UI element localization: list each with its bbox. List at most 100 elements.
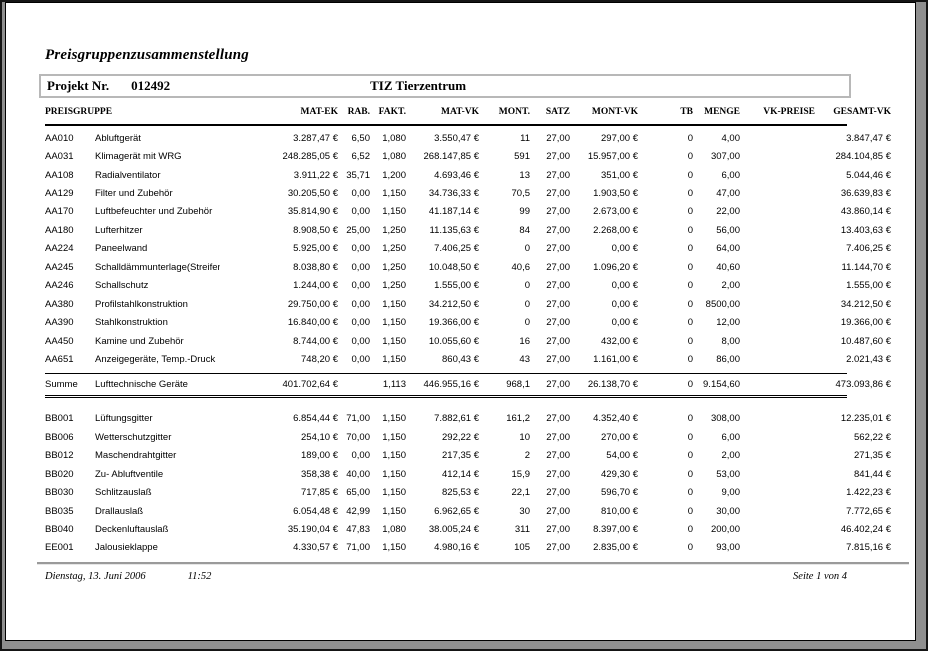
table-cell: 4.980,16 € bbox=[434, 542, 479, 554]
table-cell: 10.048,50 € bbox=[428, 261, 479, 273]
table-cell: BB001 bbox=[45, 413, 74, 425]
table-cell: 30,00 bbox=[716, 505, 740, 517]
table-cell: 13 bbox=[519, 169, 530, 181]
table-row: BB006 Wetterschutzgitter 254,10 € 70,00 1,15… bbox=[45, 428, 891, 446]
table-cell: 1.161,00 € bbox=[593, 353, 638, 365]
table-cell: 1,150 bbox=[382, 431, 406, 443]
table-cell: 27,00 bbox=[546, 431, 570, 443]
table-cell: 292,22 € bbox=[442, 431, 479, 443]
table-cell: 562,22 € bbox=[854, 431, 891, 443]
table-cell: AA129 bbox=[45, 188, 74, 200]
table-cell: 1,150 bbox=[382, 335, 406, 347]
table-cell: 0 bbox=[524, 243, 530, 255]
table-cell: 7.882,61 € bbox=[434, 413, 479, 425]
table-cell: 15.957,00 € bbox=[587, 151, 638, 163]
table-cell: AA450 bbox=[45, 335, 74, 347]
table-cell: 412,14 € bbox=[442, 468, 479, 480]
table-cell: 0 bbox=[687, 188, 693, 200]
table-cell: 27,00 bbox=[546, 487, 570, 499]
table-cell: 7.815,16 € bbox=[846, 542, 891, 554]
summary-double-line bbox=[45, 394, 847, 398]
table-cell: 13.403,63 € bbox=[840, 224, 891, 236]
table-cell: 10.055,60 € bbox=[428, 335, 479, 347]
table-cell: Lüftungsgitter bbox=[95, 413, 153, 425]
table-cell: 27,00 bbox=[546, 413, 570, 425]
table-cell: 22,1 bbox=[511, 487, 531, 499]
table-cell: 19.366,00 € bbox=[840, 317, 891, 329]
table-cell: 34.212,50 € bbox=[840, 298, 891, 310]
project-number: 012492 bbox=[131, 78, 171, 93]
table-cell: Paneelwand bbox=[95, 243, 148, 255]
table-cell: 161,2 bbox=[506, 413, 530, 425]
table-cell: 0 bbox=[687, 450, 693, 462]
table-cell: 0,00 bbox=[351, 317, 371, 329]
table-cell: 27,00 bbox=[546, 468, 570, 480]
table-cell: 27,00 bbox=[546, 317, 570, 329]
table-cell: 429,30 € bbox=[601, 468, 638, 480]
table-cell: AA380 bbox=[45, 298, 74, 310]
table-cell: 0,00 bbox=[351, 243, 371, 255]
project-name: TIZ Tierzentrum bbox=[370, 78, 467, 93]
table-cell: 0 bbox=[687, 298, 693, 310]
table-cell: 12,00 bbox=[716, 317, 740, 329]
table-cell: 27,00 bbox=[546, 151, 570, 163]
table-cell: 0 bbox=[687, 542, 693, 554]
table-cell: AA010 bbox=[45, 132, 74, 144]
table-cell: 0 bbox=[687, 487, 693, 499]
table-cell: 284.104,85 € bbox=[835, 151, 891, 163]
table-cell: 8500,00 bbox=[705, 298, 740, 310]
table-cell: 0 bbox=[687, 468, 693, 480]
table-cell: 15,9 bbox=[511, 468, 531, 480]
table-cell: 9.154,60 bbox=[703, 378, 740, 390]
table-cell: 189,00 € bbox=[301, 450, 338, 462]
table-cell: 1,150 bbox=[382, 505, 406, 517]
report-footer: Dienstag, 13. Juni 2006 11:52 Seite 1 vo… bbox=[45, 571, 847, 582]
table-body-group1: AA010 Abluftgerät 3.287,47 € 6,50 1,080 3.550… bbox=[45, 129, 891, 369]
table-cell: 7.406,25 € bbox=[846, 243, 891, 255]
table-cell: AA224 bbox=[45, 243, 74, 255]
table-cell: 0 bbox=[687, 353, 693, 365]
table-cell: AA170 bbox=[45, 206, 74, 218]
table-cell: 56,00 bbox=[716, 224, 740, 236]
table-cell: 27,00 bbox=[546, 450, 570, 462]
table-cell: Deckenluftauslaß bbox=[95, 524, 169, 536]
table-row: BB020 Zu- Abluftventile 358,38 € 40,00 1,150… bbox=[45, 465, 891, 483]
table-cell: 8.397,00 € bbox=[593, 524, 638, 536]
table-cell: 64,00 bbox=[716, 243, 740, 255]
footer-time: 11:52 bbox=[187, 571, 212, 583]
table-body-group2: BB001 Lüftungsgitter 6.854,44 € 71,00 1,150 7… bbox=[45, 410, 891, 558]
table-cell: 29.750,00 € bbox=[287, 298, 338, 310]
table-cell: BB012 bbox=[45, 450, 74, 462]
table-cell: 1,150 bbox=[382, 487, 406, 499]
project-label: Projekt Nr. bbox=[47, 78, 110, 93]
table-cell: 16.840,00 € bbox=[287, 317, 338, 329]
table-cell: 0,00 bbox=[351, 353, 371, 365]
table-cell: Lufttechnische Geräte bbox=[95, 378, 188, 390]
table-cell: 0 bbox=[524, 317, 530, 329]
table-cell: Schallschutz bbox=[95, 280, 149, 292]
table-cell: 351,00 € bbox=[601, 169, 638, 181]
table-cell: 1,250 bbox=[382, 243, 406, 255]
table-cell: 9,00 bbox=[721, 487, 741, 499]
table-cell: 27,00 bbox=[546, 505, 570, 517]
table-cell: 27,00 bbox=[546, 524, 570, 536]
table-cell: 268.147,85 € bbox=[423, 151, 479, 163]
table-cell: 40,6 bbox=[511, 261, 531, 273]
table-cell: BB040 bbox=[45, 524, 74, 536]
table-cell: 1,080 bbox=[382, 132, 406, 144]
table-cell: 35.814,90 € bbox=[287, 206, 338, 218]
table-cell: 217,35 € bbox=[442, 450, 479, 462]
table-cell: 1,150 bbox=[382, 450, 406, 462]
table-cell: Zu- Abluftventile bbox=[95, 468, 164, 480]
table-cell: 27,00 bbox=[546, 224, 570, 236]
table-row: AA246 Schallschutz 1.244,00 € 0,00 1,250 1.55… bbox=[45, 277, 891, 295]
table-cell: 6.054,48 € bbox=[293, 505, 338, 517]
table-cell: 968,1 bbox=[506, 378, 530, 390]
price-table-group2: BB001 Lüftungsgitter 6.854,44 € 71,00 1,150 7… bbox=[45, 410, 891, 558]
table-cell: 358,38 € bbox=[301, 468, 338, 480]
table-cell: 27,00 bbox=[546, 132, 570, 144]
table-cell: Lufterhitzer bbox=[95, 224, 143, 236]
table-cell: 11.135,63 € bbox=[429, 224, 479, 236]
table-cell: 0 bbox=[687, 151, 693, 163]
